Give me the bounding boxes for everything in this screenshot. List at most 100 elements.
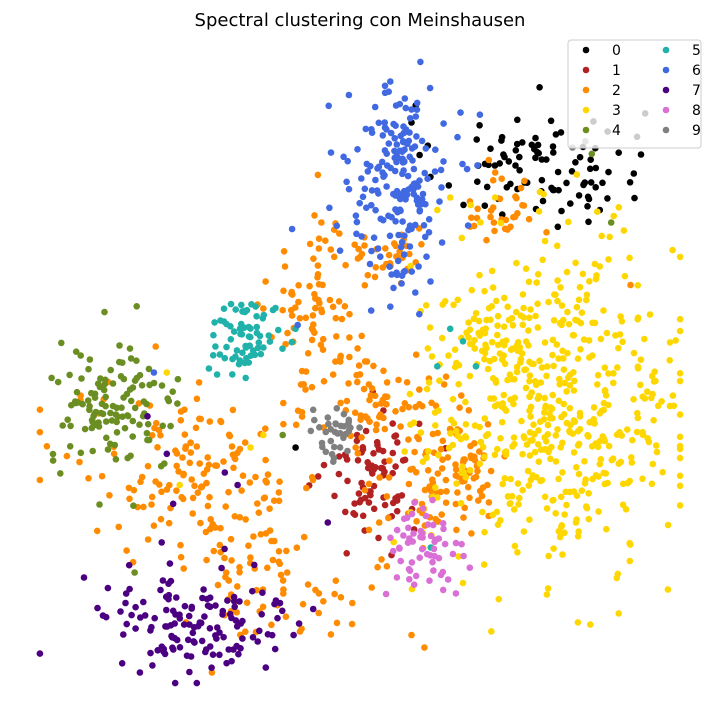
point-cluster-4 <box>102 376 109 384</box>
point-cluster-6 <box>333 222 341 230</box>
point-cluster-6 <box>327 149 335 156</box>
point-cluster-2 <box>465 407 473 414</box>
point-cluster-3 <box>547 455 554 463</box>
point-cluster-2 <box>485 499 493 506</box>
point-cluster-3 <box>573 171 581 178</box>
point-cluster-3 <box>512 344 520 352</box>
point-cluster-3 <box>573 303 581 311</box>
point-cluster-9 <box>325 420 332 428</box>
point-cluster-3 <box>596 410 604 417</box>
point-cluster-4 <box>150 379 158 387</box>
point-cluster-3 <box>509 322 517 329</box>
point-cluster-1 <box>375 534 382 542</box>
point-cluster-6 <box>379 169 386 176</box>
point-cluster-3 <box>543 363 551 370</box>
point-cluster-4 <box>130 502 137 510</box>
point-cluster-0 <box>539 197 547 205</box>
point-cluster-3 <box>492 379 500 386</box>
point-cluster-6 <box>370 234 378 241</box>
point-cluster-7 <box>262 664 270 671</box>
point-cluster-3 <box>487 316 494 324</box>
point-cluster-3 <box>476 460 484 468</box>
point-cluster-7 <box>163 606 170 614</box>
point-cluster-2 <box>202 528 210 536</box>
point-cluster-6 <box>408 225 415 233</box>
legend-label-5: 5 <box>692 43 701 59</box>
point-cluster-7 <box>80 574 88 581</box>
point-cluster-6 <box>437 166 445 174</box>
point-cluster-5 <box>227 300 235 308</box>
point-cluster-2 <box>179 495 187 503</box>
point-cluster-2 <box>203 556 210 564</box>
point-cluster-2 <box>144 536 152 543</box>
point-cluster-3 <box>574 533 582 540</box>
point-cluster-2 <box>198 483 206 491</box>
point-cluster-1 <box>370 450 377 457</box>
point-cluster-3 <box>645 438 653 446</box>
point-cluster-2 <box>189 510 196 517</box>
point-cluster-2 <box>275 497 283 505</box>
point-cluster-7 <box>122 590 130 597</box>
point-cluster-5 <box>223 343 230 351</box>
point-cluster-2 <box>204 454 211 461</box>
point-cluster-4 <box>120 375 128 383</box>
point-cluster-3 <box>634 414 642 422</box>
point-cluster-2 <box>268 621 275 629</box>
point-cluster-3 <box>566 404 574 412</box>
point-cluster-8 <box>466 564 474 571</box>
point-cluster-3 <box>422 302 430 309</box>
point-cluster-5 <box>245 323 253 331</box>
point-cluster-3 <box>494 445 501 453</box>
point-cluster-4 <box>106 440 114 448</box>
point-cluster-2 <box>228 557 235 564</box>
point-cluster-3 <box>639 431 647 439</box>
point-cluster-3 <box>572 519 580 526</box>
point-cluster-2 <box>225 431 233 439</box>
point-cluster-3 <box>549 391 556 399</box>
point-cluster-2 <box>281 263 289 270</box>
point-cluster-3 <box>454 296 462 304</box>
point-cluster-9 <box>324 414 332 421</box>
point-cluster-3 <box>533 279 540 286</box>
point-cluster-3 <box>598 232 605 240</box>
point-cluster-3 <box>522 384 530 392</box>
point-cluster-6 <box>406 115 414 122</box>
point-cluster-3 <box>539 256 546 264</box>
point-cluster-3 <box>576 283 584 291</box>
point-cluster-0 <box>605 168 612 176</box>
point-cluster-3 <box>563 501 570 509</box>
point-cluster-8 <box>429 521 437 529</box>
point-cluster-2 <box>152 343 159 350</box>
point-cluster-2 <box>280 586 287 593</box>
point-cluster-2 <box>468 214 475 221</box>
point-cluster-2 <box>478 492 486 500</box>
point-cluster-2 <box>361 358 369 365</box>
point-cluster-3 <box>605 256 612 263</box>
point-cluster-2 <box>279 306 287 314</box>
point-cluster-2 <box>416 400 423 408</box>
point-cluster-6 <box>432 146 439 153</box>
point-cluster-6 <box>387 129 395 137</box>
point-cluster-3 <box>582 476 589 483</box>
point-cluster-3 <box>467 201 475 209</box>
point-cluster-2 <box>403 379 411 386</box>
point-cluster-4 <box>73 388 81 396</box>
point-cluster-2 <box>195 379 203 386</box>
legend-label-3: 3 <box>612 103 621 119</box>
point-cluster-3 <box>676 315 684 323</box>
point-cluster-3 <box>541 493 549 501</box>
point-cluster-7 <box>216 629 223 636</box>
point-cluster-7 <box>132 603 139 611</box>
point-cluster-2 <box>177 541 184 549</box>
point-cluster-3 <box>616 331 624 338</box>
point-cluster-3 <box>652 377 659 385</box>
point-cluster-6 <box>395 231 402 239</box>
point-cluster-7 <box>154 647 161 654</box>
point-cluster-3 <box>637 381 644 389</box>
point-cluster-2 <box>464 483 472 491</box>
point-cluster-2 <box>315 296 322 304</box>
point-cluster-2 <box>309 312 317 319</box>
point-cluster-5 <box>288 338 296 346</box>
point-cluster-7 <box>198 637 206 645</box>
point-cluster-2 <box>406 250 413 258</box>
